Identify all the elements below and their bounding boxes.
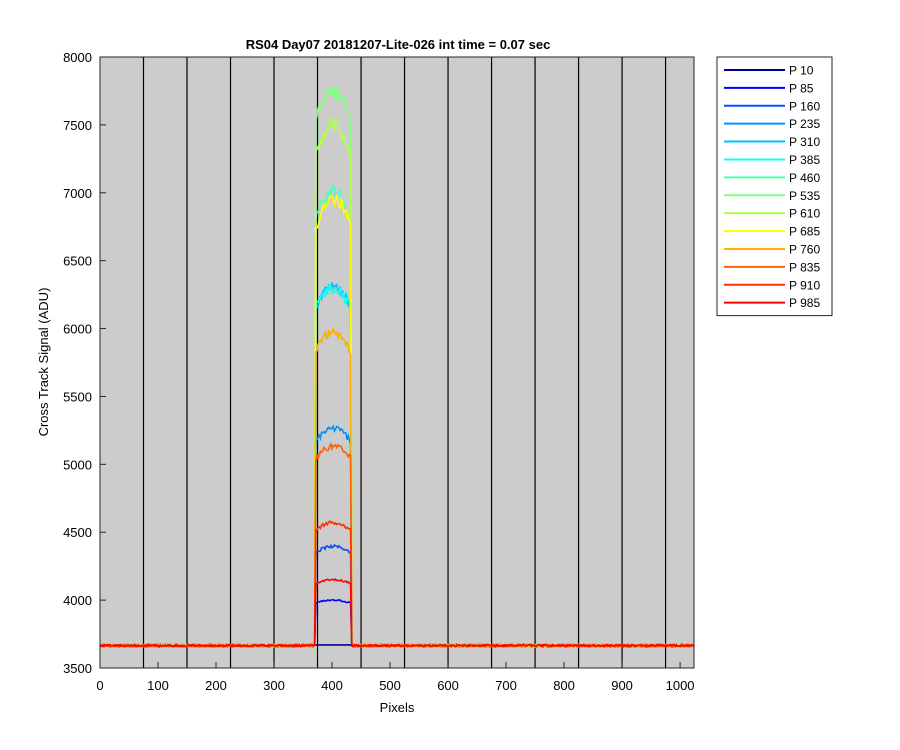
x-tick-label: 700 [495,678,517,693]
legend-items: P 10 P 85 P 160 P 235 P 310 P 385 P 460 P 535 P … [724,63,820,310]
y-tick-label: 6500 [63,254,92,269]
x-axis-label: Pixels [380,700,415,715]
x-tick-label: 100 [147,678,169,693]
x-tick-label: 0 [96,678,103,693]
x-axis-ticks: 0 100 200 300 400 500 600 700 800 900 1000 [96,662,695,693]
y-tick-label: 4500 [63,525,92,540]
legend-label: P 835 [789,260,820,274]
legend-label: P 85 [789,81,814,95]
x-tick-label: 200 [205,678,227,693]
legend-label: P 310 [789,135,820,149]
legend-label: P 910 [789,278,820,292]
legend-label: P 685 [789,225,820,239]
x-tick-label: 800 [553,678,575,693]
x-tick-label: 300 [263,678,285,693]
legend-label: P 985 [789,296,820,310]
x-tick-label: 900 [611,678,633,693]
legend-label: P 160 [789,99,820,113]
y-tick-label: 4000 [63,593,92,608]
plot-frame [99,56,695,669]
series-lines [99,85,695,649]
y-tick-label: 7000 [63,186,92,201]
legend-label: P 760 [789,242,820,256]
legend-label: P 535 [789,189,820,203]
legend-label: P 460 [789,171,820,185]
legend-box [716,56,833,317]
y-tick-label: 5500 [63,389,92,404]
y-axis-label: Cross Track Signal (ADU) [36,288,51,437]
x-tick-label: 400 [321,678,343,693]
plot-background [100,57,694,668]
x-tick-label: 600 [437,678,459,693]
x-tick-label: 1000 [666,678,695,693]
legend: P 10 P 85 P 160 P 235 P 310 P 385 P 460 P 535 P … [716,56,833,317]
y-tick-label: 7500 [63,118,92,133]
series-line [99,578,695,649]
legend-label: P 385 [789,153,820,167]
y-tick-label: 6000 [63,322,92,337]
legend-label: P 610 [789,207,820,221]
x-tick-label: 500 [379,678,401,693]
y-tick-label: 8000 [63,50,92,65]
vertical-divider-lines [142,57,667,668]
legend-label: P 10 [789,63,814,77]
legend-label: P 235 [789,117,820,131]
chart-title: RS04 Day07 20181207-Lite-026 int time = … [246,37,551,52]
plot-axes: 0 100 200 300 400 500 600 700 800 900 1000 3500 400… [63,50,695,693]
y-tick-label: 3500 [63,661,92,676]
y-axis-ticks: 3500 4000 4500 5000 5500 6000 6500 7000 7500 8000 [63,50,106,676]
y-tick-label: 5000 [63,457,92,472]
